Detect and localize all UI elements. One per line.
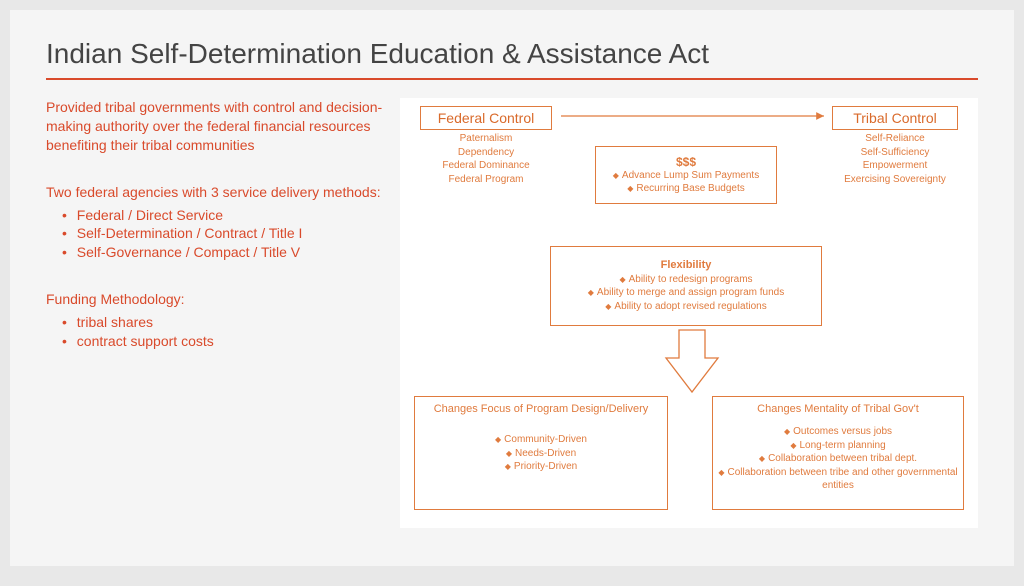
- tribal-title: Tribal Control: [837, 110, 953, 126]
- agencies-heading: Two federal agencies with 3 service deli…: [46, 183, 386, 202]
- list-item: Ability to redesign programs: [588, 273, 784, 287]
- list-item: Community-Driven: [419, 433, 663, 447]
- federal-sublist: Paternalism Dependency Federal Dominance…: [420, 132, 552, 186]
- list-item: Self-Determination / Contract / Title I: [76, 224, 386, 243]
- title-rule: [46, 78, 978, 80]
- agencies-block: Two federal agencies with 3 service deli…: [46, 183, 386, 263]
- list-item: Exercising Sovereignty: [832, 173, 958, 187]
- list-item: Self-Sufficiency: [832, 146, 958, 160]
- tribal-sublist: Self-Reliance Self-Sufficiency Empowerme…: [832, 132, 958, 186]
- list-item: tribal shares: [76, 313, 386, 332]
- list-item: Recurring Base Budgets: [613, 182, 759, 196]
- list-item: Advance Lump Sum Payments: [613, 169, 759, 183]
- list-item: Long-term planning: [717, 439, 959, 453]
- agencies-list: Federal / Direct Service Self-Determinat…: [46, 206, 386, 263]
- list-item: Outcomes versus jobs: [717, 425, 959, 439]
- tribal-box: Tribal Control: [832, 106, 958, 130]
- mentality-title: Changes Mentality of Tribal Gov't: [717, 403, 959, 415]
- list-item: Ability to merge and assign program fund…: [588, 286, 784, 300]
- money-box: $$$ Advance Lump Sum Payments Recurring …: [595, 146, 777, 204]
- content-row: Provided tribal governments with control…: [46, 98, 978, 528]
- flexibility-title: Flexibility: [661, 259, 712, 271]
- list-item: Priority-Driven: [419, 460, 663, 474]
- federal-box: Federal Control: [420, 106, 552, 130]
- list-item: Ability to adopt revised regulations: [588, 300, 784, 314]
- left-column: Provided tribal governments with control…: [46, 98, 386, 528]
- list-item: Empowerment: [832, 159, 958, 173]
- list-item: Federal Dominance: [420, 159, 552, 173]
- page-title: Indian Self-Determination Education & As…: [46, 38, 978, 70]
- list-item: Collaboration between tribe and other go…: [717, 466, 959, 493]
- funding-heading: Funding Methodology:: [46, 290, 386, 309]
- list-item: Paternalism: [420, 132, 552, 146]
- funding-list: tribal shares contract support costs: [46, 313, 386, 351]
- list-item: Self-Governance / Compact / Title V: [76, 243, 386, 262]
- list-item: Dependency: [420, 146, 552, 160]
- flexibility-box: Flexibility Ability to redesign programs…: [550, 246, 822, 326]
- money-title: $$$: [676, 155, 696, 169]
- list-item: Self-Reliance: [832, 132, 958, 146]
- diagram: Federal Control Paternalism Dependency F…: [400, 98, 978, 528]
- list-item: Collaboration between tribal dept.: [717, 452, 959, 466]
- list-item: Federal / Direct Service: [76, 206, 386, 225]
- intro-text: Provided tribal governments with control…: [46, 98, 386, 155]
- federal-title: Federal Control: [425, 110, 547, 126]
- list-item: Needs-Driven: [419, 447, 663, 461]
- list-item: Federal Program: [420, 173, 552, 187]
- funding-block: Funding Methodology: tribal shares contr…: [46, 290, 386, 351]
- list-item: contract support costs: [76, 332, 386, 351]
- focus-box: Changes Focus of Program Design/Delivery…: [414, 396, 668, 510]
- focus-title: Changes Focus of Program Design/Delivery: [419, 403, 663, 415]
- mentality-box: Changes Mentality of Tribal Gov't Outcom…: [712, 396, 964, 510]
- slide: Indian Self-Determination Education & As…: [10, 10, 1014, 566]
